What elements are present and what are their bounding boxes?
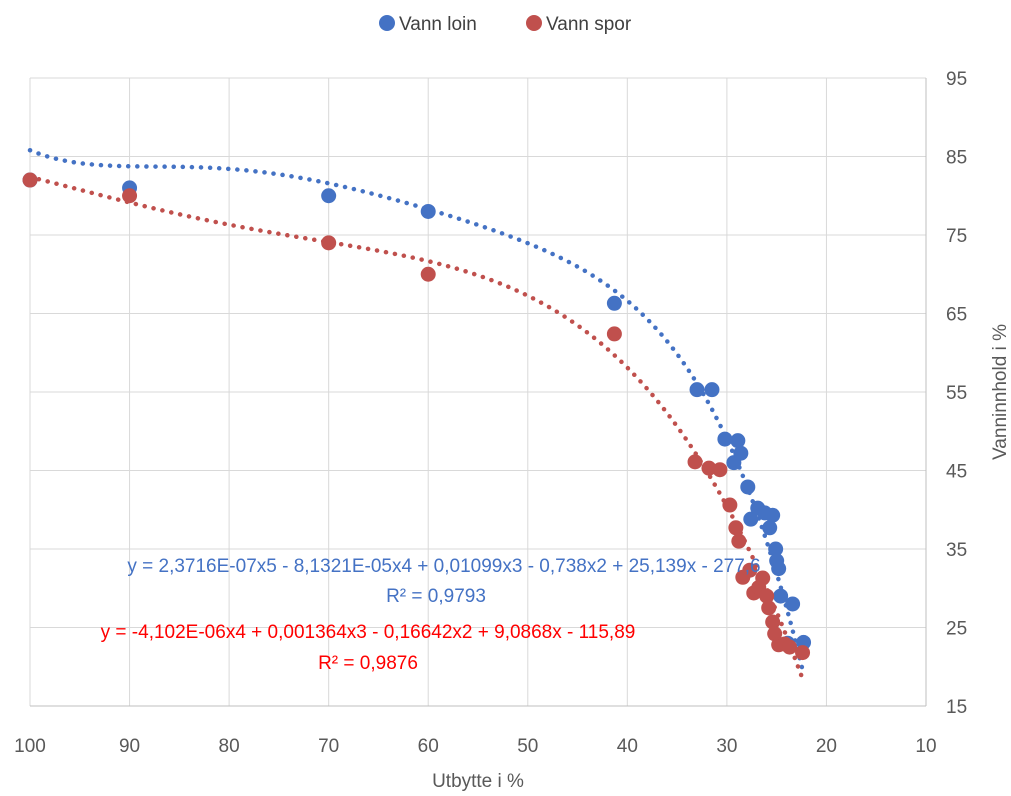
trendlines [27, 147, 806, 684]
x-tick-label: 30 [716, 736, 737, 757]
y-tick-label: 25 [946, 619, 967, 640]
data-point-vann-loin [785, 596, 801, 612]
y-axis-title: Vanninnhold i % [990, 324, 1011, 460]
data-points [22, 172, 812, 661]
trendline-r2-vann-loin: R² = 0,9793 [386, 586, 486, 607]
data-point-vann-spor [606, 326, 622, 342]
data-point-vann-loin [689, 382, 705, 398]
gridlines [29, 77, 927, 707]
x-tick-label: 20 [816, 736, 837, 757]
tick-labels: 100 90 80 70 60 50 40 30 20 10 15 25 35 45 55 65 75 85 95 [14, 69, 967, 757]
trendline-equations: y = 2,3716E-07x5 - 8,1321E-05x4 + 0,0109… [101, 556, 761, 674]
data-point-vann-loin [420, 203, 436, 219]
data-point-vann-loin [740, 479, 756, 495]
data-point-vann-spor [759, 588, 775, 604]
data-point-vann-spor [122, 188, 138, 204]
data-point-vann-spor [731, 533, 747, 549]
x-tick-label: 100 [14, 736, 46, 757]
data-point-vann-spor [687, 454, 703, 470]
data-point-vann-loin [704, 382, 720, 398]
x-axis-title: Utbytte i % [432, 771, 524, 792]
x-tick-label: 60 [418, 736, 439, 757]
data-point-vann-spor [765, 614, 781, 630]
trendline-r2-vann-spor: R² = 0,9876 [318, 653, 418, 674]
legend-label-vann-spor: Vann spor [546, 14, 632, 35]
y-tick-label: 45 [946, 462, 967, 483]
data-point-vann-loin [606, 295, 622, 311]
x-tick-label: 90 [119, 736, 140, 757]
axes [30, 78, 927, 707]
data-point-vann-loin [765, 507, 781, 523]
legend-label-vann-loin: Vann loin [399, 14, 477, 35]
data-point-vann-loin [733, 445, 749, 461]
data-point-vann-spor [795, 645, 811, 661]
data-point-vann-spor [782, 639, 798, 655]
data-point-vann-spor [420, 266, 436, 282]
x-tick-label: 70 [318, 736, 339, 757]
data-point-vann-loin [717, 431, 733, 447]
data-point-vann-spor [722, 497, 738, 513]
data-point-vann-loin [773, 588, 789, 604]
trendline-equation-vann-loin: y = 2,3716E-07x5 - 8,1321E-05x4 + 0,0109… [127, 556, 760, 577]
data-point-vann-spor [755, 570, 771, 586]
data-point-vann-spor [742, 562, 758, 578]
data-point-vann-loin [771, 561, 787, 577]
y-tick-label: 15 [946, 697, 967, 718]
legend: Vann loin Vann spor [379, 14, 632, 35]
data-point-vann-spor [761, 600, 777, 616]
y-tick-label: 65 [946, 305, 967, 326]
y-tick-label: 85 [946, 148, 967, 169]
legend-marker-vann-loin [379, 15, 395, 31]
data-point-vann-spor [701, 460, 717, 476]
data-point-vann-loin [321, 188, 337, 204]
trendline-vann-spor [27, 174, 806, 684]
x-tick-label: 10 [915, 736, 936, 757]
trendline-vann-loin [27, 147, 806, 677]
data-point-vann-spor [22, 172, 38, 188]
y-tick-label: 95 [946, 69, 967, 90]
x-tick-label: 80 [219, 736, 240, 757]
data-point-vann-loin [730, 433, 746, 449]
x-tick-label: 40 [617, 736, 638, 757]
legend-marker-vann-spor [526, 15, 542, 31]
data-point-vann-spor [321, 235, 337, 251]
trendline-equation-vann-spor: y = -4,102E-06x4 + 0,001364x3 - 0,16642x… [101, 622, 636, 643]
data-point-vann-spor [712, 462, 728, 478]
data-point-vann-loin [768, 541, 784, 557]
y-tick-label: 75 [946, 226, 967, 247]
data-point-vann-spor [728, 520, 744, 536]
y-tick-label: 35 [946, 540, 967, 561]
x-tick-label: 50 [517, 736, 538, 757]
data-point-vann-loin [743, 511, 759, 527]
data-point-vann-loin [762, 520, 778, 536]
y-tick-label: 55 [946, 383, 967, 404]
